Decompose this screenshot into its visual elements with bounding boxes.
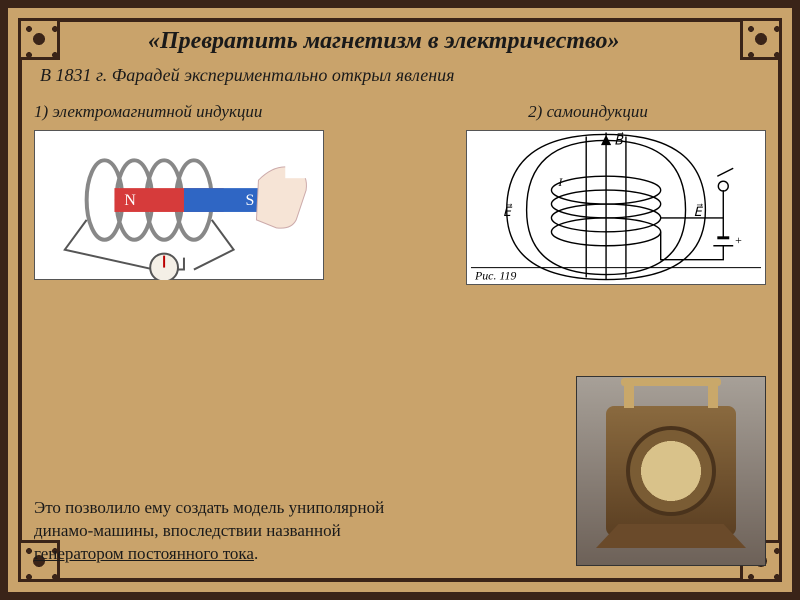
- figure-columns: 1) электромагнитной индукции: [28, 102, 772, 285]
- magnet-s-label: S: [246, 192, 255, 209]
- generator-base: [596, 524, 746, 548]
- slide-title: «Превратить магнетизм в электричество»: [148, 28, 772, 55]
- left-label: 1) электромагнитной индукции: [34, 102, 390, 122]
- svg-text:+: +: [735, 233, 742, 247]
- generator-pillar: [708, 386, 718, 408]
- body-post: .: [254, 544, 258, 563]
- magnet-n-label: N: [124, 192, 136, 209]
- generator-photo: [576, 376, 766, 566]
- generator-pillar: [624, 386, 634, 408]
- column-right: 2) самоиндукции: [410, 102, 766, 285]
- figure-electromagnetic-induction: N S: [34, 130, 324, 280]
- generator-crossbar: [621, 378, 721, 386]
- generator-body: [606, 406, 736, 536]
- slide-subtitle: В 1831 г. Фарадей экспериментально откры…: [40, 65, 772, 86]
- figure-self-induction: B⃗ E⃗ E⃗ I + Рис. 119: [466, 130, 766, 285]
- body-underlined: генератором постоянного тока: [34, 544, 254, 563]
- body-pre: Это позволило ему создать модель униполя…: [34, 498, 384, 540]
- figure-caption: Рис. 119: [474, 269, 516, 283]
- bottom-row: Это позволило ему создать модель униполя…: [34, 376, 766, 566]
- svg-text:E⃗: E⃗: [503, 204, 513, 219]
- generator-rotor: [626, 426, 716, 516]
- right-label: 2) самоиндукции: [528, 102, 648, 122]
- column-left: 1) электромагнитной индукции: [34, 102, 390, 285]
- svg-text:B⃗: B⃗: [614, 132, 624, 147]
- svg-text:E⃗: E⃗: [693, 204, 703, 219]
- body-text: Это позволило ему создать модель униполя…: [34, 497, 414, 566]
